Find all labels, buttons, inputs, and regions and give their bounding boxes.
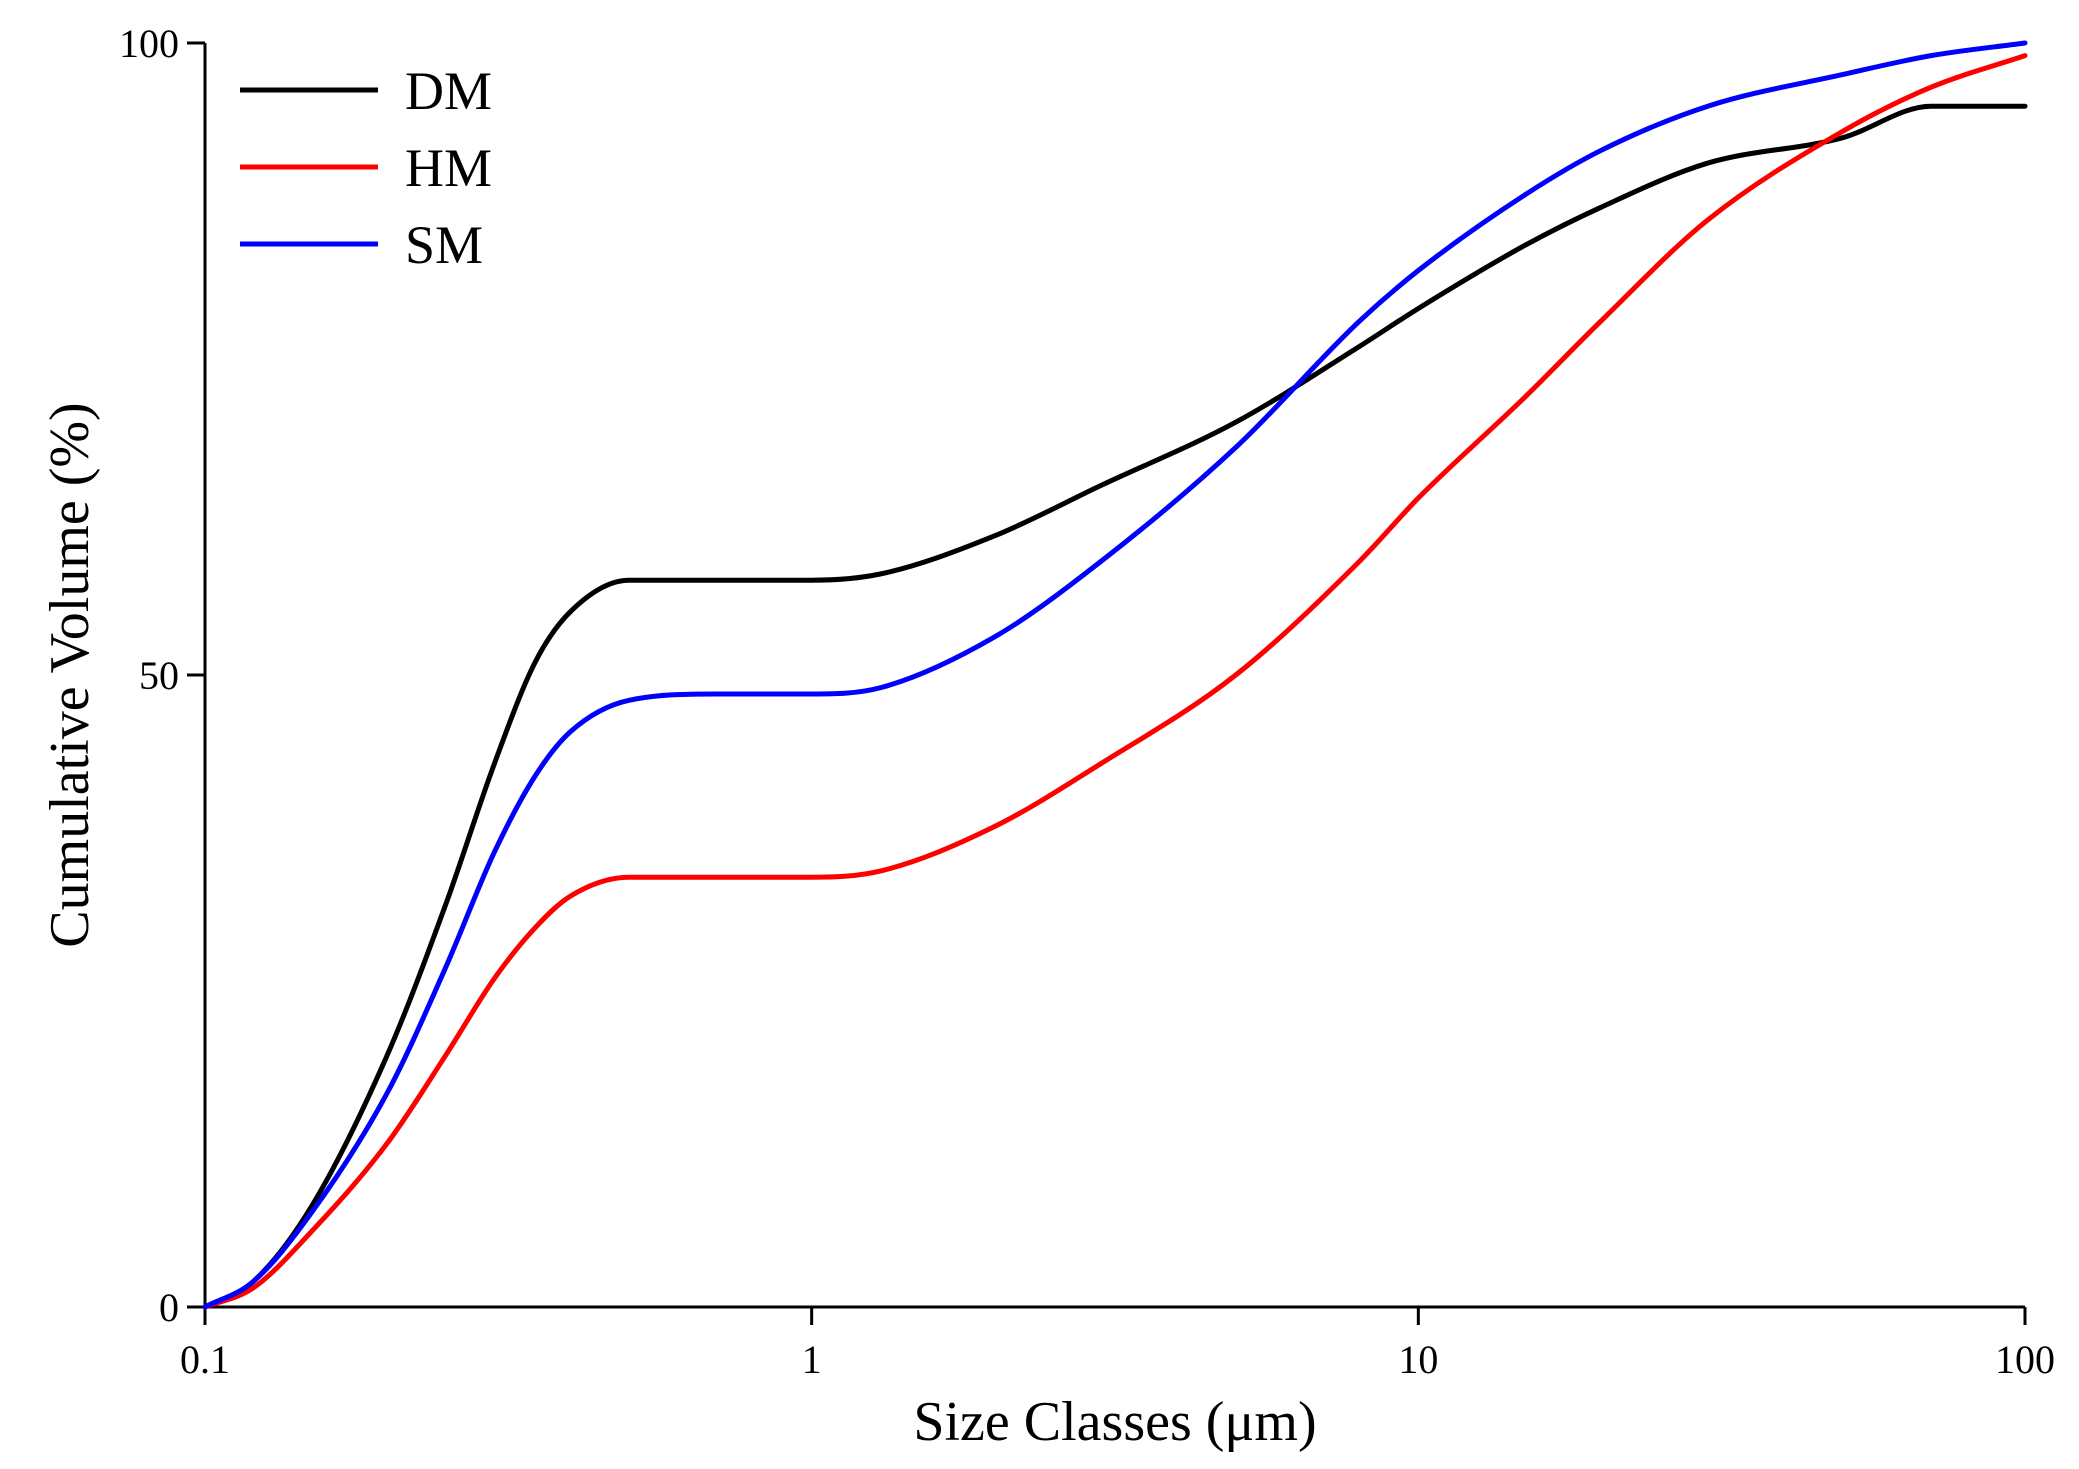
legend: DM HM SM — [240, 61, 492, 275]
series-line-dm — [202, 103, 2028, 1310]
y-tick-label: 100 — [119, 21, 179, 66]
x-axis-title: Size Classes (μm) — [913, 1391, 1316, 1453]
legend-label-dm: DM — [405, 61, 492, 121]
y-tick-label: 50 — [139, 653, 179, 698]
x-tick-label: 0.1 — [180, 1337, 230, 1382]
y-axis-title: Cumulative Volume (%) — [39, 402, 101, 947]
x-tick-label: 100 — [1995, 1337, 2055, 1382]
x-tick-label: 10 — [1398, 1337, 1438, 1382]
axes: 0.1 1 10 100 0 50 100 — [119, 21, 2055, 1382]
legend-label-hm: HM — [405, 138, 492, 198]
x-tick-label: 1 — [802, 1337, 822, 1382]
legend-label-sm: SM — [405, 215, 483, 275]
series-line-hm — [202, 53, 2028, 1310]
series-line-sm — [202, 40, 2028, 1310]
series-layer — [202, 40, 2028, 1310]
y-tick-label: 0 — [159, 1285, 179, 1330]
